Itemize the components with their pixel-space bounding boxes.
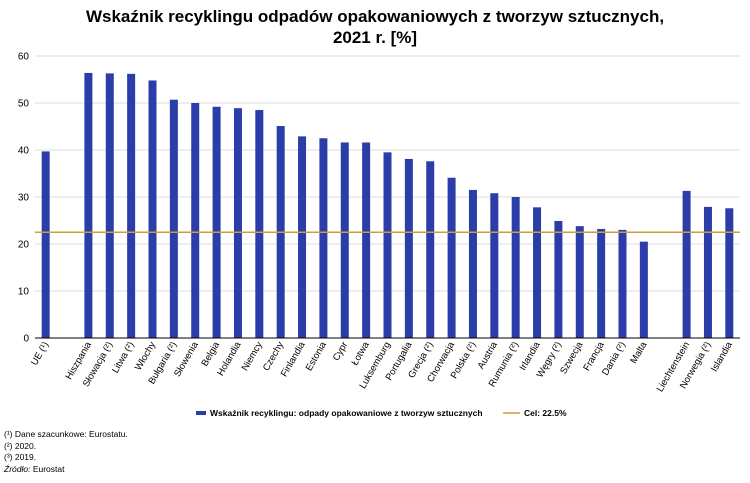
bar: [233, 108, 242, 338]
source-note: Źródło: Eurostat: [4, 464, 128, 476]
bar: [426, 161, 435, 338]
bar: [618, 229, 627, 338]
y-axis-ticks: 0 10 20 30 40 50 60: [18, 52, 30, 345]
bar: [682, 190, 691, 338]
bar: [191, 103, 200, 338]
bar: [362, 142, 371, 338]
bar: [169, 99, 178, 339]
x-tick-label: Estonia: [304, 339, 330, 373]
bar: [597, 228, 606, 338]
bar: [575, 226, 584, 338]
y-tick-label: 0: [23, 334, 29, 345]
footnote-3: (³) 2019.: [4, 452, 37, 462]
bar: [725, 208, 734, 338]
bar: [468, 189, 477, 338]
x-tick-label: Łotwa: [350, 339, 373, 367]
bar: [127, 73, 136, 339]
bar: [404, 158, 413, 338]
bar: [148, 80, 157, 338]
bar: [447, 177, 456, 338]
source-value: Eurostat: [30, 463, 65, 474]
y-tick-label: 50: [18, 99, 30, 110]
footnote-2: (²) 2020.: [4, 440, 37, 451]
legend-target-label: Cel: 22.5%: [524, 408, 567, 418]
bar: [212, 106, 221, 338]
legend-bar-label: Wskaźnik recyklingu: odpady opakowaniowe…: [210, 408, 483, 418]
bar: [703, 206, 712, 338]
bar: [383, 152, 392, 338]
y-tick-label: 60: [18, 52, 30, 63]
bar: [490, 193, 499, 338]
bar: [84, 72, 93, 339]
chart-title-line-1: Wskaźnik recyklingu odpadów opakowaniowy…: [85, 7, 665, 26]
footnote-1: (¹) Dane szacunkowe: Eurostatu.: [4, 429, 128, 439]
y-tick-label: 40: [18, 146, 30, 157]
x-tick-label: Cypr: [331, 340, 351, 363]
bar: [533, 207, 542, 338]
bar: [639, 241, 648, 338]
bar: [554, 220, 563, 338]
y-tick-label: 10: [18, 287, 30, 298]
bar: [105, 73, 114, 338]
bar: [298, 136, 307, 338]
bar: [319, 138, 328, 338]
x-tick-label: Islandia: [709, 339, 735, 373]
footnotes: (¹) Dane szacunkowe: Eurostatu. (²) 2020…: [4, 429, 128, 475]
y-tick-label: 20: [18, 240, 30, 251]
bar: [511, 197, 520, 338]
legend-bar-swatch: [196, 411, 206, 415]
x-tick-label: Malta: [628, 339, 649, 365]
chart-title: Wskaźnik recyklingu odpadów opakowaniowy…: [0, 6, 750, 48]
x-tick-label: UE (¹): [29, 340, 51, 367]
bars: [41, 72, 734, 339]
y-tick-label: 30: [18, 193, 30, 204]
bar: [41, 151, 50, 338]
source-label: Źródło:: [4, 463, 31, 474]
bar: [340, 142, 349, 338]
bar: [255, 110, 264, 338]
legend: Wskaźnik recyklingu: odpady opakowaniowe…: [196, 408, 567, 418]
chart-title-line-2: 2021 r. [%]: [332, 28, 418, 47]
